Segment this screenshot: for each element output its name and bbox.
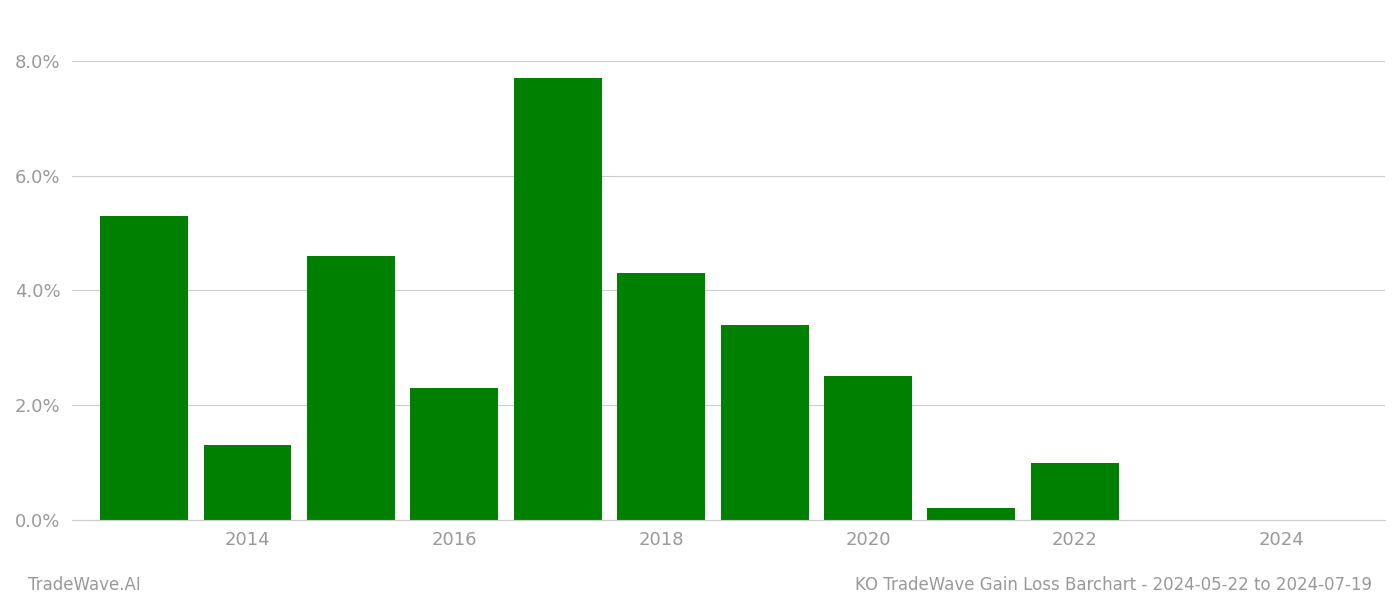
Bar bbox=[101, 216, 188, 520]
Bar bbox=[825, 376, 911, 520]
Bar bbox=[514, 78, 602, 520]
Bar bbox=[203, 445, 291, 520]
Bar bbox=[721, 325, 809, 520]
Bar bbox=[410, 388, 498, 520]
Bar bbox=[1030, 463, 1119, 520]
Text: KO TradeWave Gain Loss Barchart - 2024-05-22 to 2024-07-19: KO TradeWave Gain Loss Barchart - 2024-0… bbox=[855, 576, 1372, 594]
Text: TradeWave.AI: TradeWave.AI bbox=[28, 576, 141, 594]
Bar bbox=[617, 273, 706, 520]
Bar bbox=[307, 256, 395, 520]
Bar bbox=[927, 508, 1015, 520]
